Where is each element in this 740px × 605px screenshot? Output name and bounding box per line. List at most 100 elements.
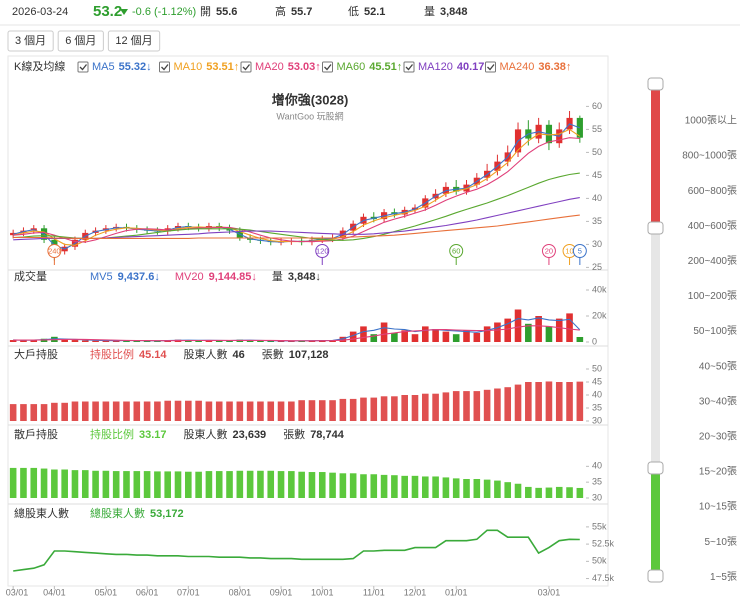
annotation-label: 20 xyxy=(545,246,553,255)
legend-name: MA240 xyxy=(500,61,535,73)
bar xyxy=(9,467,17,498)
y-tick-label: 47.5k xyxy=(592,573,615,583)
ma-line xyxy=(13,325,580,342)
bar xyxy=(576,336,584,342)
bar xyxy=(195,340,202,342)
bar xyxy=(360,397,367,421)
slider-label: 40~50張 xyxy=(699,360,737,372)
range-button[interactable] xyxy=(7,30,54,52)
bar xyxy=(71,340,79,342)
y-tick-label: 55k xyxy=(592,521,607,531)
legend-checkbox[interactable] xyxy=(159,61,170,73)
legend-name: MA60 xyxy=(337,61,366,73)
slider-handle[interactable] xyxy=(647,77,664,91)
bar xyxy=(318,472,326,498)
stat-label: 量 xyxy=(424,5,435,18)
legend-checkbox[interactable] xyxy=(240,61,252,73)
bar xyxy=(40,468,48,498)
slider-label: 50~100張 xyxy=(693,325,737,337)
panel-title: 大戶持股 xyxy=(14,347,58,361)
bar xyxy=(195,400,202,421)
bar xyxy=(391,332,398,342)
bar xyxy=(535,316,542,342)
bar xyxy=(360,474,367,498)
y-tick-label: 30 xyxy=(592,492,602,502)
y-tick-label: 35 xyxy=(592,216,602,226)
legend-value: 9,144.85↓ xyxy=(209,271,257,283)
bar xyxy=(143,401,151,421)
stat-value: 46 xyxy=(233,349,245,361)
chart-frame xyxy=(7,55,609,587)
bar xyxy=(71,401,79,421)
bar xyxy=(164,400,172,421)
ma-line xyxy=(13,214,580,239)
bar xyxy=(81,340,89,342)
x-tick-label: 05/01 xyxy=(95,587,118,597)
stat-value: 3,848↓ xyxy=(288,271,321,283)
bar xyxy=(391,475,398,498)
annotation-label: 240 xyxy=(48,246,61,255)
bar xyxy=(257,340,264,342)
legend-checkbox[interactable] xyxy=(403,61,415,73)
y-tick-label: 40 xyxy=(592,193,602,203)
range-button[interactable] xyxy=(107,30,161,52)
bar xyxy=(504,482,512,498)
legend-check xyxy=(324,64,332,71)
bar xyxy=(133,401,141,421)
y-tick-label: 40k xyxy=(592,284,607,294)
range-button[interactable] xyxy=(57,30,104,52)
legend-check xyxy=(405,64,414,71)
bar xyxy=(535,382,542,421)
bar xyxy=(432,329,439,342)
stat-name: 持股比例 xyxy=(90,427,134,441)
y-tick-label: 25 xyxy=(592,262,602,272)
bar xyxy=(215,340,223,342)
down-arrow xyxy=(120,9,128,15)
annotation-marker xyxy=(315,244,330,258)
bar xyxy=(30,404,38,421)
panel-title: 總股東人數 xyxy=(14,506,69,520)
bar xyxy=(452,334,460,342)
y-tick-label: 55 xyxy=(592,124,602,134)
slider-handle[interactable] xyxy=(647,221,664,235)
y-tick-label: 20k xyxy=(592,310,607,320)
slider-handle[interactable] xyxy=(647,569,664,583)
x-tick-label: 03/01 xyxy=(538,587,561,597)
bar xyxy=(267,340,275,342)
y-tick-label: 52.5k xyxy=(592,538,615,548)
bar xyxy=(92,401,99,421)
x-tick-label: 12/01 xyxy=(404,587,427,597)
bar xyxy=(154,340,161,342)
x-tick-label: 01/01 xyxy=(445,587,468,597)
y-tick-label: 60 xyxy=(592,101,602,111)
bar xyxy=(463,479,470,498)
bar xyxy=(92,470,99,498)
bar xyxy=(61,339,68,342)
bar xyxy=(133,340,141,342)
y-tick-label: 35 xyxy=(592,402,602,412)
bar xyxy=(81,470,89,498)
bar xyxy=(463,391,470,421)
bar xyxy=(288,471,295,498)
bar xyxy=(92,340,99,342)
y-tick-label: 40 xyxy=(592,389,602,399)
legend-checkbox[interactable] xyxy=(322,61,333,73)
slider-label: 10~15張 xyxy=(699,501,737,513)
bar xyxy=(226,471,233,498)
annotation-marker xyxy=(449,244,464,258)
bar xyxy=(112,340,120,342)
bar xyxy=(473,391,481,421)
legend-checkbox[interactable] xyxy=(485,61,496,73)
legend-checkbox[interactable] xyxy=(77,61,89,73)
price-change: -0.6 (-1.12%) xyxy=(132,6,196,18)
slider-label: 200~400張 xyxy=(688,255,737,267)
bar xyxy=(123,340,130,342)
bar xyxy=(205,340,213,342)
slider-label: 5~10張 xyxy=(704,536,737,548)
stat-name: 張數 xyxy=(283,428,305,441)
slider-handle[interactable] xyxy=(647,461,664,475)
bar xyxy=(226,340,233,342)
bar xyxy=(112,471,120,498)
